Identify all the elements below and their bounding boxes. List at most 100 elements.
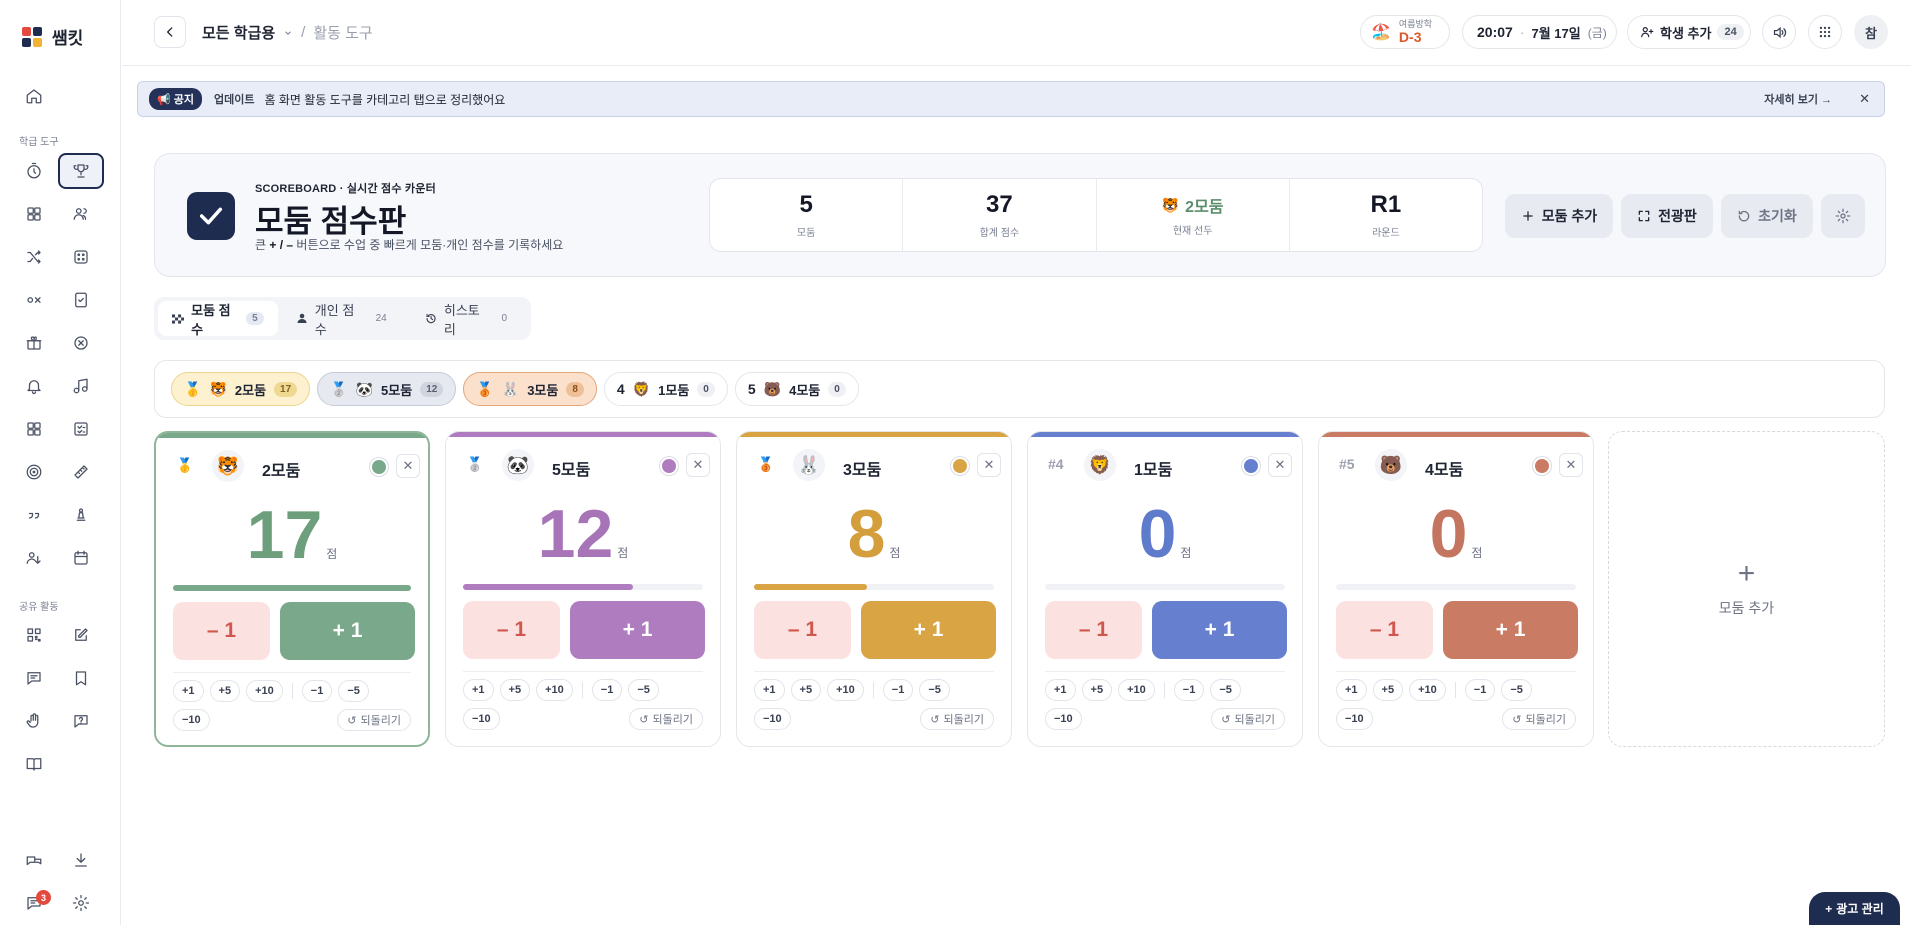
tab-history[interactable]: 히스토리 0 — [411, 301, 527, 337]
quick-minus-5[interactable]: −5 — [919, 679, 950, 701]
plus-one-button[interactable]: + 1 — [861, 601, 996, 659]
team-name[interactable]: 2모둠 — [262, 463, 301, 480]
team-name[interactable]: 3모둠 — [843, 462, 882, 479]
quick-plus-5[interactable]: +5 — [209, 680, 241, 702]
fullscreen-button[interactable]: 전광판 — [1621, 194, 1713, 238]
feedback-icon[interactable] — [11, 842, 57, 878]
edit-square-icon[interactable] — [58, 617, 104, 653]
remove-team-button[interactable]: ✕ — [686, 453, 710, 477]
quick-plus-1[interactable]: +1 — [463, 679, 494, 701]
quick-plus-1[interactable]: +1 — [173, 680, 204, 702]
quick-minus-1[interactable]: −1 — [1173, 679, 1205, 701]
quick-minus-1[interactable]: −1 — [1464, 679, 1496, 701]
plus-one-button[interactable]: + 1 — [1152, 601, 1287, 659]
quick-minus-1[interactable]: −1 — [882, 679, 914, 701]
quick-plus-10[interactable]: +10 — [246, 680, 283, 702]
task-list-icon[interactable] — [58, 411, 104, 447]
team-color-picker[interactable] — [370, 458, 388, 476]
chess-icon[interactable] — [58, 497, 104, 533]
gift-icon[interactable] — [11, 325, 57, 361]
quick-minus-10[interactable]: −10 — [173, 709, 210, 731]
ad-manage-button[interactable]: + 광고 관리 — [1809, 892, 1900, 925]
quick-plus-10[interactable]: +10 — [536, 679, 573, 701]
quote-icon[interactable] — [11, 497, 57, 533]
user-sort-icon[interactable] — [11, 540, 57, 576]
add-team-button[interactable]: 모둠 추가 — [1505, 194, 1613, 238]
plus-one-button[interactable]: + 1 — [280, 602, 415, 660]
rank-chip-2[interactable]: 🥈 🐼 5모둠 12 — [317, 372, 457, 406]
quick-plus-1[interactable]: +1 — [1045, 679, 1076, 701]
team-color-picker[interactable] — [1242, 457, 1260, 475]
notice-more-link[interactable]: 자세히 보기 → — [1764, 94, 1832, 106]
ruler-icon[interactable] — [58, 454, 104, 490]
sound-button[interactable] — [1762, 15, 1796, 49]
plus-one-button[interactable]: + 1 — [570, 601, 705, 659]
download-icon[interactable] — [58, 842, 104, 878]
remove-team-button[interactable]: ✕ — [977, 453, 1001, 477]
remove-team-button[interactable]: ✕ — [1559, 453, 1583, 477]
chat-icon[interactable] — [11, 660, 57, 696]
quick-plus-5[interactable]: +5 — [499, 679, 531, 701]
team-name[interactable]: 1모둠 — [1134, 462, 1173, 479]
quick-plus-5[interactable]: +5 — [790, 679, 822, 701]
ox-quiz-icon[interactable] — [11, 282, 57, 318]
undo-button[interactable]: ↺ 되돌리기 — [337, 709, 411, 731]
back-button[interactable] — [154, 16, 186, 48]
chevron-down-icon[interactable] — [283, 28, 293, 38]
music-icon[interactable] — [58, 368, 104, 404]
tab-team-score[interactable]: 모둠 점수 5 — [158, 301, 278, 337]
quick-plus-1[interactable]: +1 — [1336, 679, 1367, 701]
rank-chip-1[interactable]: 🥇 🐯 2모둠 17 — [171, 372, 311, 406]
bookmark-icon[interactable] — [58, 660, 104, 696]
quick-plus-1[interactable]: +1 — [754, 679, 785, 701]
remove-team-button[interactable]: ✕ — [1268, 453, 1292, 477]
undo-button[interactable]: ↺ 되돌리기 — [1502, 708, 1576, 730]
quick-plus-5[interactable]: +5 — [1081, 679, 1113, 701]
undo-button[interactable]: ↺ 되돌리기 — [1211, 708, 1285, 730]
apps-icon[interactable] — [11, 411, 57, 447]
quick-minus-5[interactable]: −5 — [338, 680, 369, 702]
quick-plus-10[interactable]: +10 — [1409, 679, 1446, 701]
settings-icon[interactable] — [58, 885, 104, 921]
team-color-picker[interactable] — [951, 457, 969, 475]
brand[interactable]: 쌤킷 — [22, 24, 83, 49]
messages-icon[interactable] — [11, 885, 57, 921]
undo-button[interactable]: ↺ 되돌리기 — [629, 708, 703, 730]
settings-button[interactable] — [1821, 194, 1865, 238]
breadcrumb-class[interactable]: 모든 학급용 — [202, 25, 276, 42]
remove-team-button[interactable]: ✕ — [396, 454, 420, 478]
rank-chip-3[interactable]: 🥉 🐰 3모둠 8 — [463, 372, 597, 406]
hand-raise-icon[interactable] — [11, 703, 57, 739]
shuffle-icon[interactable] — [11, 239, 57, 275]
calendar-icon[interactable] — [58, 540, 104, 576]
quick-minus-5[interactable]: −5 — [628, 679, 659, 701]
minus-one-button[interactable]: – 1 — [173, 602, 270, 660]
minus-one-button[interactable]: – 1 — [754, 601, 851, 659]
close-circle-icon[interactable] — [58, 325, 104, 361]
quick-minus-10[interactable]: −10 — [463, 708, 500, 730]
quick-plus-5[interactable]: +5 — [1372, 679, 1404, 701]
add-team-card[interactable]: + 모둠 추가 — [1608, 431, 1885, 747]
bell-icon[interactable] — [11, 368, 57, 404]
target-icon[interactable] — [11, 454, 57, 490]
dice-icon[interactable] — [58, 239, 104, 275]
minus-one-button[interactable]: – 1 — [1045, 601, 1142, 659]
plus-one-button[interactable]: + 1 — [1443, 601, 1578, 659]
book-icon[interactable] — [11, 746, 57, 782]
home-icon[interactable] — [11, 78, 57, 114]
qr-icon[interactable] — [11, 617, 57, 653]
tab-personal-score[interactable]: 개인 점수 24 — [282, 301, 407, 337]
quick-minus-1[interactable]: −1 — [301, 680, 333, 702]
quick-plus-10[interactable]: +10 — [1118, 679, 1155, 701]
minus-one-button[interactable]: – 1 — [463, 601, 560, 659]
team-color-picker[interactable] — [1533, 457, 1551, 475]
quick-minus-10[interactable]: −10 — [1336, 708, 1373, 730]
team-color-picker[interactable] — [660, 457, 678, 475]
quick-minus-5[interactable]: −5 — [1210, 679, 1241, 701]
checklist-icon[interactable] — [58, 282, 104, 318]
users-icon[interactable] — [58, 196, 104, 232]
minus-one-button[interactable]: – 1 — [1336, 601, 1433, 659]
quick-minus-10[interactable]: −10 — [1045, 708, 1082, 730]
team-name[interactable]: 5모둠 — [552, 462, 591, 479]
team-name[interactable]: 4모둠 — [1425, 462, 1464, 479]
